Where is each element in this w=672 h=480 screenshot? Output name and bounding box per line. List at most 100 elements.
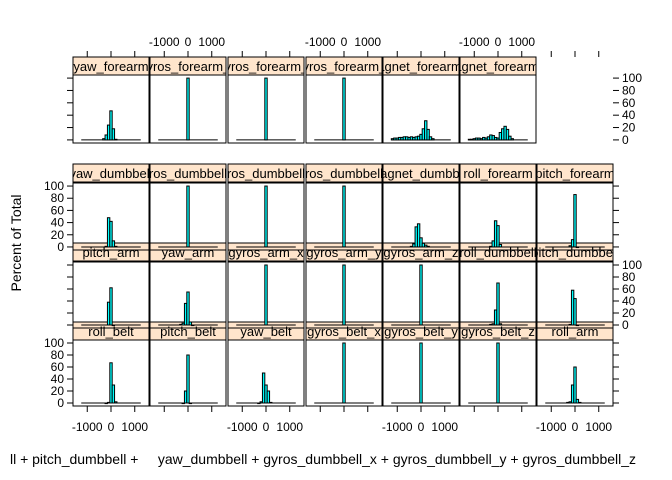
y-axis-label: Percent of Total — [8, 194, 24, 291]
panel-frame — [459, 182, 537, 251]
panel-magnet-forearm-x: magnet_forearm_x — [366, 56, 476, 144]
strip-label: gyros_dumbbell_z — [291, 166, 397, 181]
y-tick-label: 80 — [622, 270, 636, 284]
x-axis-label: ll + pitch_dumbbell + yaw_dumbbell + gyr… — [10, 451, 636, 467]
x-tick-label: -1000 — [382, 420, 413, 434]
histogram-bar — [508, 135, 512, 141]
x-tick-label: -1000 — [459, 35, 490, 49]
histogram-bar — [186, 291, 190, 326]
strip-background — [459, 163, 537, 183]
histogram-bar — [269, 401, 273, 404]
histogram-bar — [188, 321, 193, 326]
y-tick-label: 20 — [51, 228, 65, 242]
strip-label: roll_forearm — [463, 166, 532, 181]
strip-label: yaw_dumbbell — [69, 166, 152, 181]
y-tick-label: 100 — [622, 71, 642, 85]
y-tick-label: 60 — [622, 96, 636, 110]
histogram-bar — [342, 342, 346, 404]
histogram-bar — [426, 128, 430, 141]
histogram-bar — [575, 324, 580, 327]
strip-label: pitch_arm — [82, 245, 139, 260]
x-tick-label: 0 — [108, 420, 115, 434]
histogram-bar — [496, 342, 500, 404]
panel-pitch-forearm: pitch_forearm — [535, 163, 614, 251]
histogram-bar — [111, 128, 116, 141]
panel-frame — [305, 182, 383, 251]
panel-pitch-belt: pitch_belt — [149, 321, 227, 407]
y-tick-label: 0 — [622, 318, 629, 332]
y-tick-label: 0 — [57, 396, 64, 410]
panel-roll-dumbbell: roll_dumbbell — [459, 242, 537, 329]
strip-label: roll_arm — [552, 324, 599, 339]
strip-label: magnet_forearm_x — [366, 59, 476, 74]
panel-gyros-belt-x: gyros_belt_x — [305, 321, 383, 407]
histogram-bar — [498, 244, 503, 248]
y-tick-label: 60 — [51, 203, 65, 217]
x-tick-label: 1000 — [198, 35, 225, 49]
panel-frame — [382, 261, 460, 329]
panel-gyros-arm-z: gyros_arm_z — [382, 242, 460, 329]
histogram-bar — [264, 185, 268, 248]
y-tick-label: 100 — [622, 258, 642, 272]
histogram-bar — [264, 77, 268, 141]
x-tick-label: 0 — [263, 420, 270, 434]
panel-roll-belt: roll_belt — [72, 321, 150, 407]
strip-label: gyros_arm_y — [306, 245, 382, 260]
panel-frame — [536, 261, 614, 329]
strip-label: pitch_forearm — [535, 166, 614, 181]
y-tick-label: 40 — [51, 216, 65, 230]
panel-gyros-belt-y: gyros_belt_y — [382, 321, 460, 407]
strip-background — [382, 163, 460, 183]
panel-yaw-belt: yaw_belt — [227, 321, 305, 407]
panel-frame — [72, 182, 150, 251]
x-tick-label: 0 — [341, 35, 348, 49]
histogram-bar — [573, 194, 577, 248]
histogram-bar — [109, 220, 113, 248]
y-tick-label: 100 — [44, 179, 64, 193]
x-tick-label: 0 — [418, 420, 425, 434]
panels-layer: roll_belt pitch_belt yaw_belt gyros_belt_x g… — [44, 35, 642, 434]
y-tick-label: 40 — [51, 372, 65, 386]
y-tick-label: 0 — [57, 240, 64, 254]
panel-frame — [149, 182, 227, 251]
panel-roll-forearm: roll_forearm — [459, 163, 537, 251]
strip-label: gyros_arm_z — [383, 245, 458, 260]
histogram-bar — [431, 138, 435, 141]
histogram-bar — [114, 245, 118, 248]
panel-frame — [149, 261, 227, 329]
strip-background — [305, 163, 383, 183]
histogram-bar — [510, 138, 514, 141]
strip-label: roll_dumbbell — [459, 245, 536, 260]
strip-label: yaw_forearm — [73, 59, 148, 74]
x-tick-label: -1000 — [305, 35, 336, 49]
histogram-bar — [342, 185, 346, 248]
histogram-bar — [109, 362, 113, 404]
panel-magnet-forearm-y: magnet_forearm_y — [459, 56, 537, 144]
x-tick-label: 0 — [185, 35, 192, 49]
y-tick-label: 60 — [622, 282, 636, 296]
histogram-bar — [498, 323, 503, 326]
histogram-bar — [342, 77, 346, 141]
histogram-bar — [266, 390, 271, 404]
y-tick-label: 20 — [622, 306, 636, 320]
strip-label: gyros_belt_z — [461, 324, 535, 339]
panel-gyros-forearm-y: gyros_forearm_y — [217, 56, 315, 144]
strip-label: yaw_arm — [162, 245, 215, 260]
strip-label: pitch_belt — [160, 324, 216, 339]
x-tick-label: -1000 — [536, 420, 567, 434]
strip-label: gyros_forearm_x — [139, 59, 237, 74]
histogram-bar — [419, 342, 423, 404]
panel-frame — [227, 261, 305, 329]
panel-roll-arm: roll_arm — [536, 321, 614, 407]
panel-yaw-arm: yaw_arm — [149, 242, 227, 329]
y-tick-label: 40 — [622, 108, 636, 122]
panel-frame — [459, 261, 537, 329]
histogram-bar — [114, 138, 118, 141]
panel-gyros-arm-y: gyros_arm_y — [305, 242, 383, 329]
strip-label: gyros_forearm_y — [217, 59, 315, 74]
y-tick-label: 0 — [622, 133, 629, 147]
x-tick-label: 1000 — [121, 420, 148, 434]
